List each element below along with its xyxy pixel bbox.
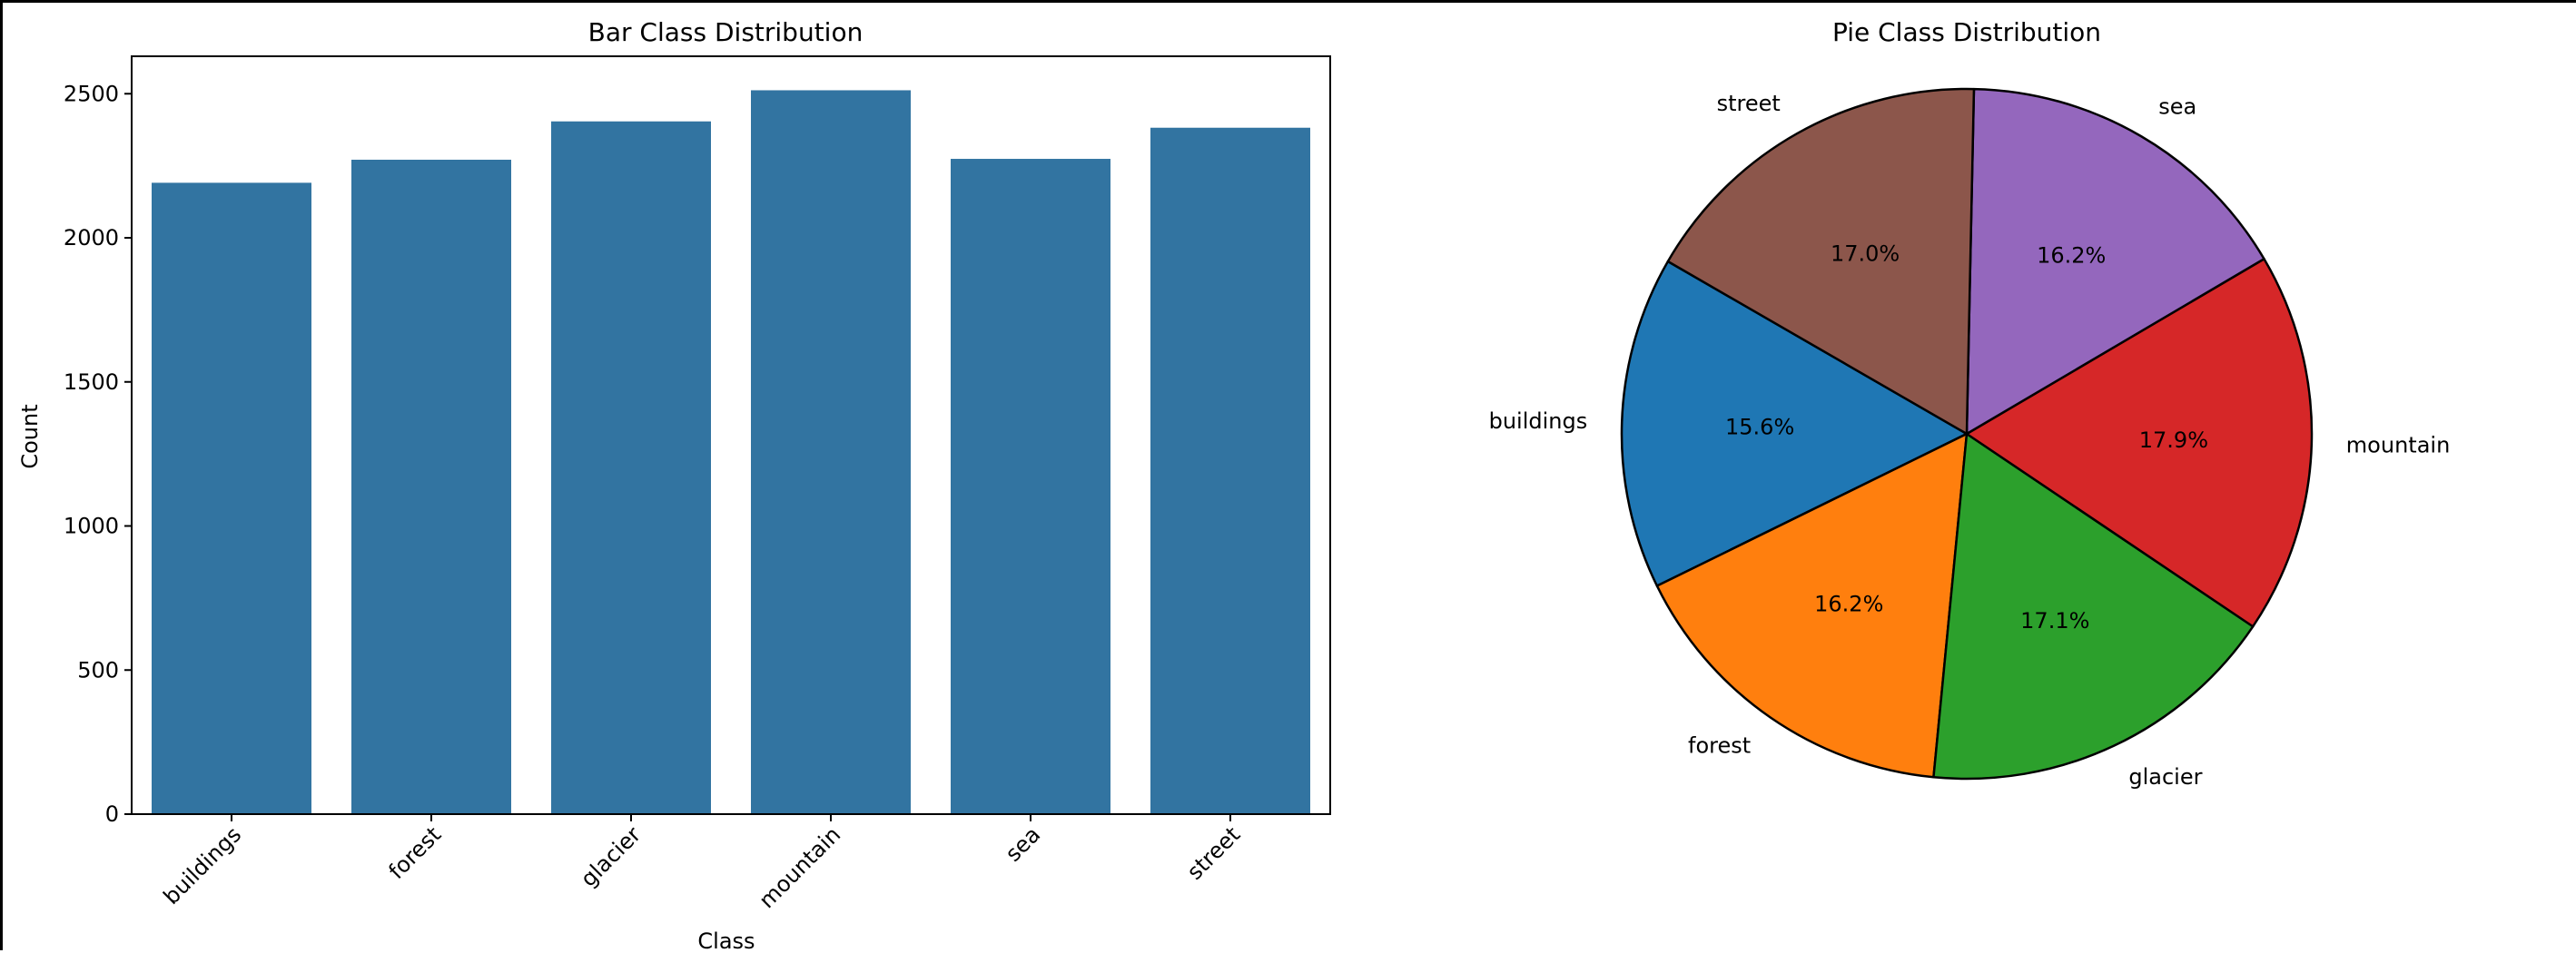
pie-slice-forest	[1655, 432, 1969, 779]
y-tick-label: 1000	[64, 514, 119, 539]
bar-mountain	[751, 90, 911, 815]
bar-street	[1150, 127, 1310, 814]
pie-category-label: sea	[2158, 93, 2196, 119]
pie-slice-street	[1666, 87, 1976, 436]
x-tick-label: street	[1182, 821, 1245, 884]
pie-percent-label: 16.2%	[2037, 242, 2106, 268]
y-tick-label: 0	[105, 801, 119, 827]
pie-chart-slices	[1620, 87, 2314, 781]
bar-chart-bars	[152, 90, 1310, 815]
bar-chart-y-axis: 0 500 1000 1500 2000 2500	[64, 81, 132, 827]
bar-glacier	[551, 121, 711, 814]
pie-slice-sea	[1965, 87, 2265, 436]
x-tick-label: forest	[384, 821, 447, 884]
bar-sea	[951, 159, 1110, 814]
x-tick-label: sea	[1001, 821, 1045, 866]
bar-chart-frame	[131, 55, 1331, 815]
pie-slice-glacier	[1932, 432, 2255, 781]
y-tick-label: 1500	[64, 369, 119, 395]
y-tick-label: 500	[77, 657, 119, 683]
x-tick-label: mountain	[754, 821, 845, 913]
pie-slice-mountain	[1965, 258, 2314, 628]
pie-category-label: glacier	[2128, 764, 2202, 790]
bar-chart-y-axis-label: Count	[17, 404, 43, 468]
pie-slice-buildings	[1620, 260, 1969, 587]
bar-chart: Bar Class Distribution Count Class 0 500 1…	[17, 17, 1331, 953]
x-tick-label: buildings	[159, 821, 247, 909]
pie-category-label: mountain	[2346, 433, 2450, 458]
pie-chart: Pie Class Distribution 15.6% buildings 16.…	[1489, 17, 2451, 790]
pie-chart-title: Pie Class Distribution	[1832, 17, 2101, 47]
y-tick-label: 2000	[64, 225, 119, 251]
pie-percent-label: 16.2%	[1814, 591, 1883, 616]
bar-chart-x-axis: buildings forest glacier mountain sea street	[159, 814, 1245, 913]
pie-category-label: buildings	[1489, 408, 1588, 434]
x-tick-label: glacier	[576, 821, 646, 891]
bar-buildings	[152, 182, 311, 815]
pie-percent-label: 15.6%	[1725, 414, 1794, 439]
bar-chart-title: Bar Class Distribution	[588, 17, 864, 47]
pie-percent-label: 17.0%	[1831, 241, 1900, 266]
y-tick-label: 2500	[64, 81, 119, 106]
pie-chart-labels: 15.6% buildings 16.2% forest 17.1% glacier 17.…	[1489, 91, 2451, 790]
figure-canvas: Bar Class Distribution Count Class 0 500 1…	[17, 17, 2451, 953]
bar-forest	[351, 159, 511, 815]
pie-percent-label: 17.1%	[2020, 608, 2089, 634]
bar-chart-x-axis-label: Class	[697, 928, 755, 953]
pie-category-label: forest	[1688, 733, 1751, 759]
pie-percent-label: 17.9%	[2139, 427, 2208, 453]
pie-category-label: street	[1717, 91, 1781, 116]
